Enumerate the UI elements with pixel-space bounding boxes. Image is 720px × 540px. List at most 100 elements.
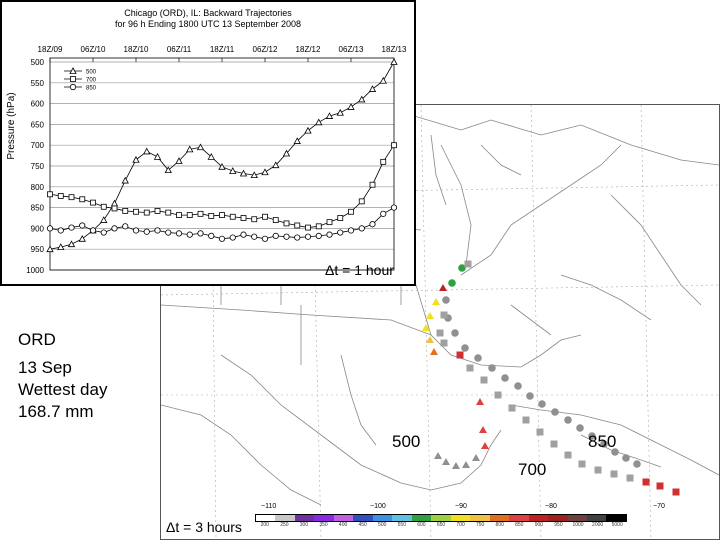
traj-700-point <box>464 260 472 268</box>
site-label: ORD <box>18 330 56 349</box>
traj-500-point <box>479 426 487 433</box>
series-point-700 <box>79 196 86 203</box>
series-point-850 <box>143 228 150 235</box>
traj-700-squares <box>436 260 680 496</box>
x-tick-label: 18Z/10 <box>124 45 149 54</box>
colorbar-tick-label: 350 <box>319 522 328 528</box>
series-point-500 <box>143 147 151 155</box>
series-point-850 <box>186 231 193 238</box>
legend-label: 500 <box>86 70 97 76</box>
y-axis-label: Pressure (hPa) <box>6 92 17 159</box>
precip-amount-label: 168.7 mm <box>18 402 94 421</box>
traj-850-point <box>611 448 619 456</box>
series-point-500 <box>153 153 162 160</box>
series-point-850 <box>89 227 97 234</box>
series-point-700 <box>122 208 129 214</box>
series-point-850 <box>100 229 107 236</box>
series-point-500 <box>304 126 312 134</box>
traj-500-point <box>472 454 480 461</box>
series-point-500 <box>46 245 54 253</box>
colorbar-tick-label: 500 <box>378 522 387 528</box>
legend-marker <box>69 83 77 91</box>
chart-title: Chicago (ORD), IL: Backward Trajectories <box>124 8 292 18</box>
series-point-850 <box>380 210 387 217</box>
traj-500-point <box>442 458 450 465</box>
series-point-700 <box>229 213 236 220</box>
y-tick-label: 550 <box>31 79 45 88</box>
longitude-scale-label: −110 <box>261 503 277 510</box>
traj-700-point <box>494 391 502 399</box>
colorbar-swatch <box>450 515 471 521</box>
series-point-700 <box>240 215 247 221</box>
plot-frame <box>49 57 395 271</box>
series-point-700 <box>369 181 376 188</box>
series-point-500 <box>358 95 366 103</box>
traj-700-point <box>440 311 448 319</box>
y-tick-label: 500 <box>31 58 45 67</box>
longitude-scale-label: −90 <box>455 503 467 510</box>
dt-3-hours-label: Δt = 3 hours <box>166 519 242 535</box>
colorbar-tick-label: 450 <box>358 522 367 528</box>
series-point-500 <box>186 145 194 153</box>
colorbar-tick-label: 800 <box>495 522 504 528</box>
colorbar-tick-label: 750 <box>475 522 485 528</box>
traj-700-point <box>480 376 488 384</box>
series-point-700 <box>68 194 75 201</box>
colorbar-swatch <box>314 515 334 521</box>
series-point-850 <box>46 225 54 232</box>
colorbar-swatches <box>255 514 627 522</box>
series-point-850 <box>229 234 236 241</box>
traj-700-point <box>550 440 558 448</box>
traj-850-point <box>458 264 466 272</box>
series-point-850 <box>337 229 344 236</box>
y-tick-label: 700 <box>31 141 45 150</box>
series-point-500 <box>132 155 140 163</box>
series-point-500 <box>293 137 301 144</box>
colorbar-swatch <box>548 515 568 521</box>
colorbar-tick-label: 1000 <box>572 522 584 528</box>
series-point-500 <box>315 118 323 126</box>
traj-850-circles <box>442 264 641 468</box>
colorbar-tick-label: 850 <box>515 522 524 528</box>
colorbar-scale-labels: −110 −100 −90 −80 −70 <box>255 503 665 514</box>
series-point-500 <box>196 143 205 151</box>
map-dotted-grid <box>161 105 719 539</box>
series-point-500 <box>175 157 183 164</box>
longitude-scale-label: −80 <box>545 503 557 510</box>
colorbar-swatch <box>256 515 276 521</box>
traj-700-point <box>642 478 650 486</box>
colorbar-tick-label: 400 <box>338 522 348 528</box>
colorbar-tick-label: 250 <box>280 522 289 528</box>
traj-850-point <box>488 364 496 372</box>
series-point-700 <box>165 209 172 216</box>
colorbar-tick-labels: 200 250 300 350 400 450 500 550 600 650 700 750 800 8… <box>255 522 627 528</box>
series-point-700 <box>176 212 182 218</box>
series-point-850 <box>175 230 183 237</box>
longitude-scale-label: −70 <box>653 503 665 510</box>
traj-700-point <box>626 474 634 482</box>
series-point-700 <box>111 205 118 212</box>
series-point-850 <box>218 235 226 242</box>
legend-marker <box>70 76 76 82</box>
series-point-500 <box>207 153 215 160</box>
series-point-850 <box>197 230 204 237</box>
series-point-500 <box>239 169 248 177</box>
traj-850-point <box>564 416 572 424</box>
colorbar: −110 −100 −90 −80 −70 200 250 300 350 400 450 500 5… <box>255 503 665 528</box>
series-point-700 <box>305 224 311 231</box>
series-point-700 <box>283 220 290 227</box>
series-point-700 <box>90 199 96 206</box>
traj-500-triangles <box>422 284 489 469</box>
colorbar-tick-label: 550 <box>397 522 406 528</box>
traj-500-point <box>430 348 438 355</box>
series-point-700 <box>208 213 215 219</box>
traj-700-point <box>456 351 464 359</box>
series-point-850 <box>57 227 64 234</box>
series-point-500 <box>67 240 76 248</box>
series-point-700 <box>197 210 204 217</box>
series-point-850 <box>111 225 118 232</box>
series-point-500 <box>78 234 86 242</box>
colorbar-swatch <box>606 515 626 521</box>
colorbar-swatch <box>528 515 549 521</box>
traj-850-point <box>501 374 509 382</box>
